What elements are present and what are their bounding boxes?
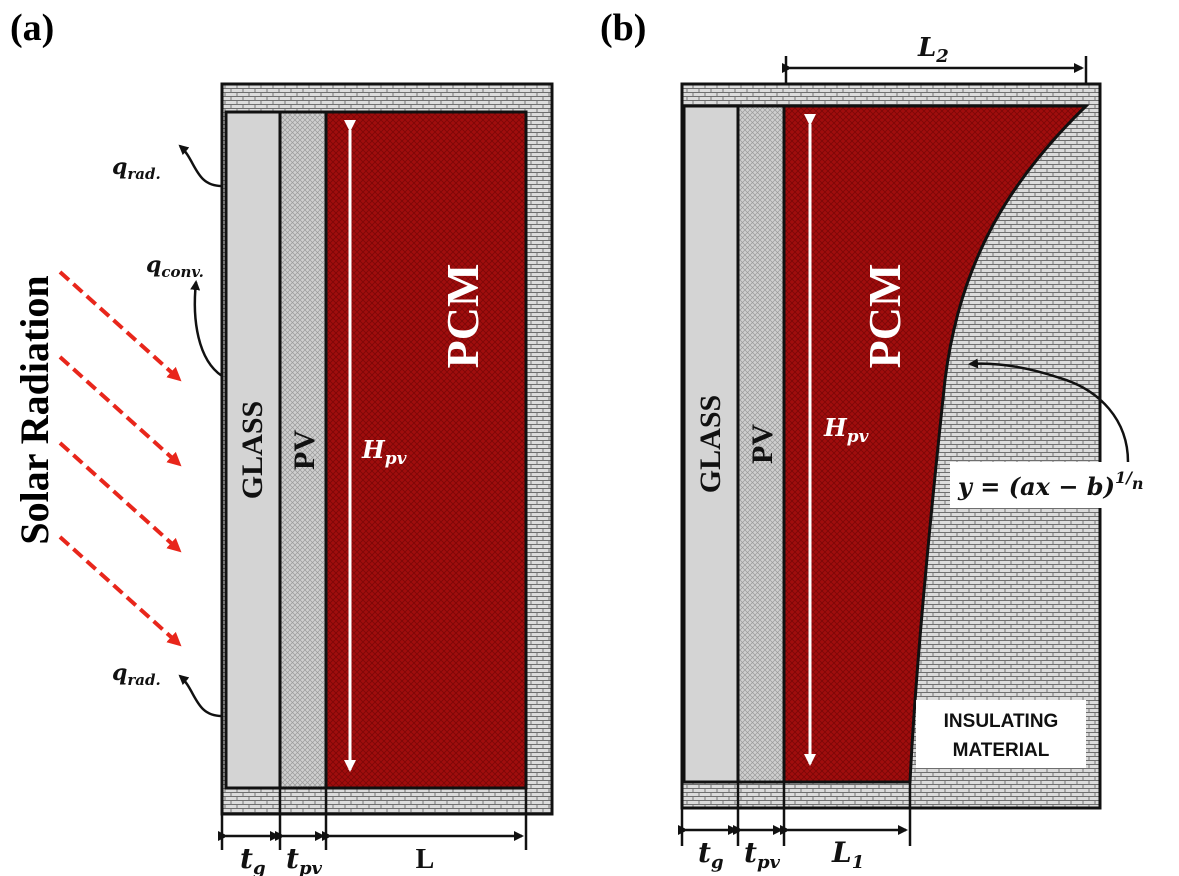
dim-pv-label-b: tpv bbox=[744, 836, 781, 873]
dim-pcm-label-b: L1 bbox=[831, 836, 864, 873]
glass-layer-a bbox=[224, 110, 282, 790]
equation-label: y = (ax − b)1/n bbox=[957, 468, 1144, 501]
flux-rad-top-label: qrad. bbox=[112, 154, 161, 183]
panel-b: (b) L2 GLASS PV PCM Hpv y = (ax − b)1/n … bbox=[600, 7, 1170, 873]
dim-glass-label-a: tg bbox=[240, 842, 266, 876]
pcm-layer-a bbox=[324, 110, 528, 790]
insulation-label-line1: INSULATING bbox=[944, 711, 1059, 732]
conv-flux-arrow bbox=[190, 280, 223, 378]
rad-flux-arrow-top bbox=[178, 144, 223, 188]
dim-pv-label-a: tpv bbox=[286, 842, 323, 876]
pv-label-b: PV bbox=[746, 424, 779, 464]
solar-radiation-arrows bbox=[58, 270, 182, 647]
panel-a-label: (a) bbox=[10, 7, 54, 49]
dim-pcm-label-a: L bbox=[416, 844, 435, 875]
solar-arrow-4 bbox=[58, 535, 182, 647]
dimension-lines-a bbox=[218, 788, 528, 850]
pcm-layer-b bbox=[782, 104, 1090, 784]
solar-arrow-2 bbox=[58, 355, 182, 467]
heat-flux-arrows bbox=[178, 144, 223, 718]
dim-glass-label-b: tg bbox=[698, 836, 724, 873]
pcm-label-b: PCM bbox=[859, 264, 910, 369]
equation-pointer-arrow bbox=[968, 358, 1130, 463]
solar-arrow-3 bbox=[58, 441, 182, 553]
flux-rad-bottom-label: qrad. bbox=[112, 660, 161, 689]
panel-a: (a) Solar Radiation GLASS PV PCM Hpv bbox=[10, 7, 554, 876]
solar-radiation-label: Solar Radiation bbox=[12, 275, 57, 544]
equation-box bbox=[950, 462, 1170, 508]
pv-label-a: PV bbox=[288, 430, 321, 470]
insulation-label-line2: MATERIAL bbox=[953, 740, 1050, 761]
pcm-label-a: PCM bbox=[437, 264, 488, 369]
dimension-lines-b bbox=[678, 782, 912, 846]
insulation-label-box bbox=[916, 700, 1086, 768]
pv-layer-a bbox=[278, 110, 328, 790]
glass-label-a: GLASS bbox=[236, 401, 269, 499]
solar-arrow-1 bbox=[58, 270, 182, 382]
flux-conv-label: qconv. bbox=[146, 252, 204, 281]
top-width-label-b: L2 bbox=[917, 33, 949, 67]
glass-label-b: GLASS bbox=[694, 395, 727, 493]
panel-b-label: (b) bbox=[600, 7, 646, 49]
rad-flux-arrow-bottom bbox=[178, 674, 223, 718]
